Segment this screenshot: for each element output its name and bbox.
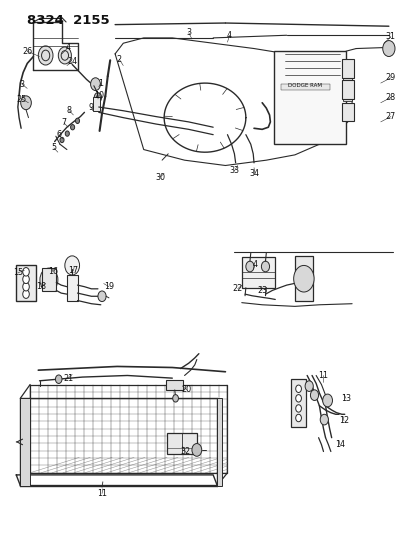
Circle shape	[70, 125, 74, 130]
Circle shape	[304, 381, 312, 391]
Text: 20: 20	[181, 385, 191, 394]
Circle shape	[191, 443, 201, 456]
Text: DODGE RAM: DODGE RAM	[288, 83, 321, 88]
Text: 30: 30	[155, 173, 165, 182]
Text: 29: 29	[385, 73, 395, 82]
Circle shape	[310, 390, 318, 400]
Bar	[280, 84, 329, 90]
Text: 25: 25	[17, 94, 27, 103]
Text: 24: 24	[67, 58, 77, 66]
Circle shape	[40, 268, 58, 292]
Text: 9: 9	[89, 102, 94, 111]
Text: 10: 10	[94, 91, 103, 100]
Circle shape	[295, 394, 301, 402]
Text: 3: 3	[186, 28, 191, 37]
Bar	[217, 398, 222, 486]
Text: 1: 1	[98, 78, 103, 87]
Text: 22: 22	[232, 284, 242, 293]
Circle shape	[98, 291, 106, 302]
Circle shape	[23, 290, 29, 298]
Bar	[41, 268, 56, 292]
Text: 2: 2	[116, 55, 121, 63]
Circle shape	[21, 96, 31, 110]
Text: 31: 31	[385, 33, 395, 42]
Circle shape	[23, 282, 29, 291]
Text: 14: 14	[334, 440, 344, 449]
Text: 5: 5	[51, 143, 56, 152]
Circle shape	[382, 41, 394, 56]
Circle shape	[245, 261, 254, 272]
Text: 21: 21	[63, 374, 73, 383]
Bar	[341, 103, 353, 122]
Text: 8324  2155: 8324 2155	[27, 14, 110, 27]
Text: 13: 13	[340, 394, 350, 403]
Text: 27: 27	[385, 112, 395, 121]
Circle shape	[65, 256, 79, 275]
Circle shape	[75, 118, 79, 124]
Bar	[274, 51, 345, 144]
Text: 32: 32	[180, 447, 190, 456]
Circle shape	[58, 47, 71, 64]
Circle shape	[65, 131, 69, 136]
Text: 33: 33	[229, 166, 239, 175]
Bar	[294, 256, 312, 301]
Text: 6: 6	[56, 130, 61, 139]
Text: 23: 23	[256, 286, 267, 295]
Circle shape	[295, 405, 301, 412]
Bar	[67, 275, 77, 301]
Circle shape	[94, 93, 101, 102]
Text: 4: 4	[227, 31, 231, 40]
Bar	[167, 433, 196, 454]
Text: 4: 4	[65, 43, 70, 52]
Circle shape	[60, 138, 64, 143]
Circle shape	[293, 265, 313, 292]
Circle shape	[90, 78, 100, 91]
Bar	[342, 74, 351, 82]
Bar	[342, 92, 351, 101]
Bar	[290, 379, 306, 427]
Text: 28: 28	[385, 93, 395, 102]
Bar	[241, 257, 274, 288]
Text: 11: 11	[318, 371, 328, 380]
Circle shape	[322, 394, 332, 407]
Circle shape	[172, 394, 178, 402]
Circle shape	[261, 261, 269, 272]
Bar	[342, 108, 351, 117]
Bar	[20, 398, 30, 486]
Text: 7: 7	[61, 118, 66, 127]
Bar	[92, 98, 100, 111]
Text: 26: 26	[22, 47, 32, 55]
Text: 34: 34	[249, 169, 259, 178]
Text: 3: 3	[19, 79, 25, 88]
Text: 19: 19	[103, 282, 114, 291]
Bar	[341, 80, 353, 99]
Bar	[16, 265, 36, 301]
Text: 16: 16	[48, 268, 58, 276]
Bar	[166, 380, 183, 390]
Text: 4: 4	[252, 261, 257, 269]
Text: 12: 12	[338, 416, 348, 425]
Circle shape	[23, 275, 29, 284]
Text: 18: 18	[36, 282, 46, 291]
Bar	[341, 59, 353, 78]
Text: 11: 11	[97, 489, 107, 498]
Circle shape	[23, 268, 29, 276]
Text: 8: 8	[67, 106, 72, 115]
Circle shape	[55, 375, 62, 383]
Text: 15: 15	[13, 269, 23, 277]
Circle shape	[319, 414, 328, 425]
Text: 17: 17	[68, 266, 78, 275]
Circle shape	[295, 414, 301, 422]
Circle shape	[295, 385, 301, 392]
Circle shape	[38, 46, 53, 65]
